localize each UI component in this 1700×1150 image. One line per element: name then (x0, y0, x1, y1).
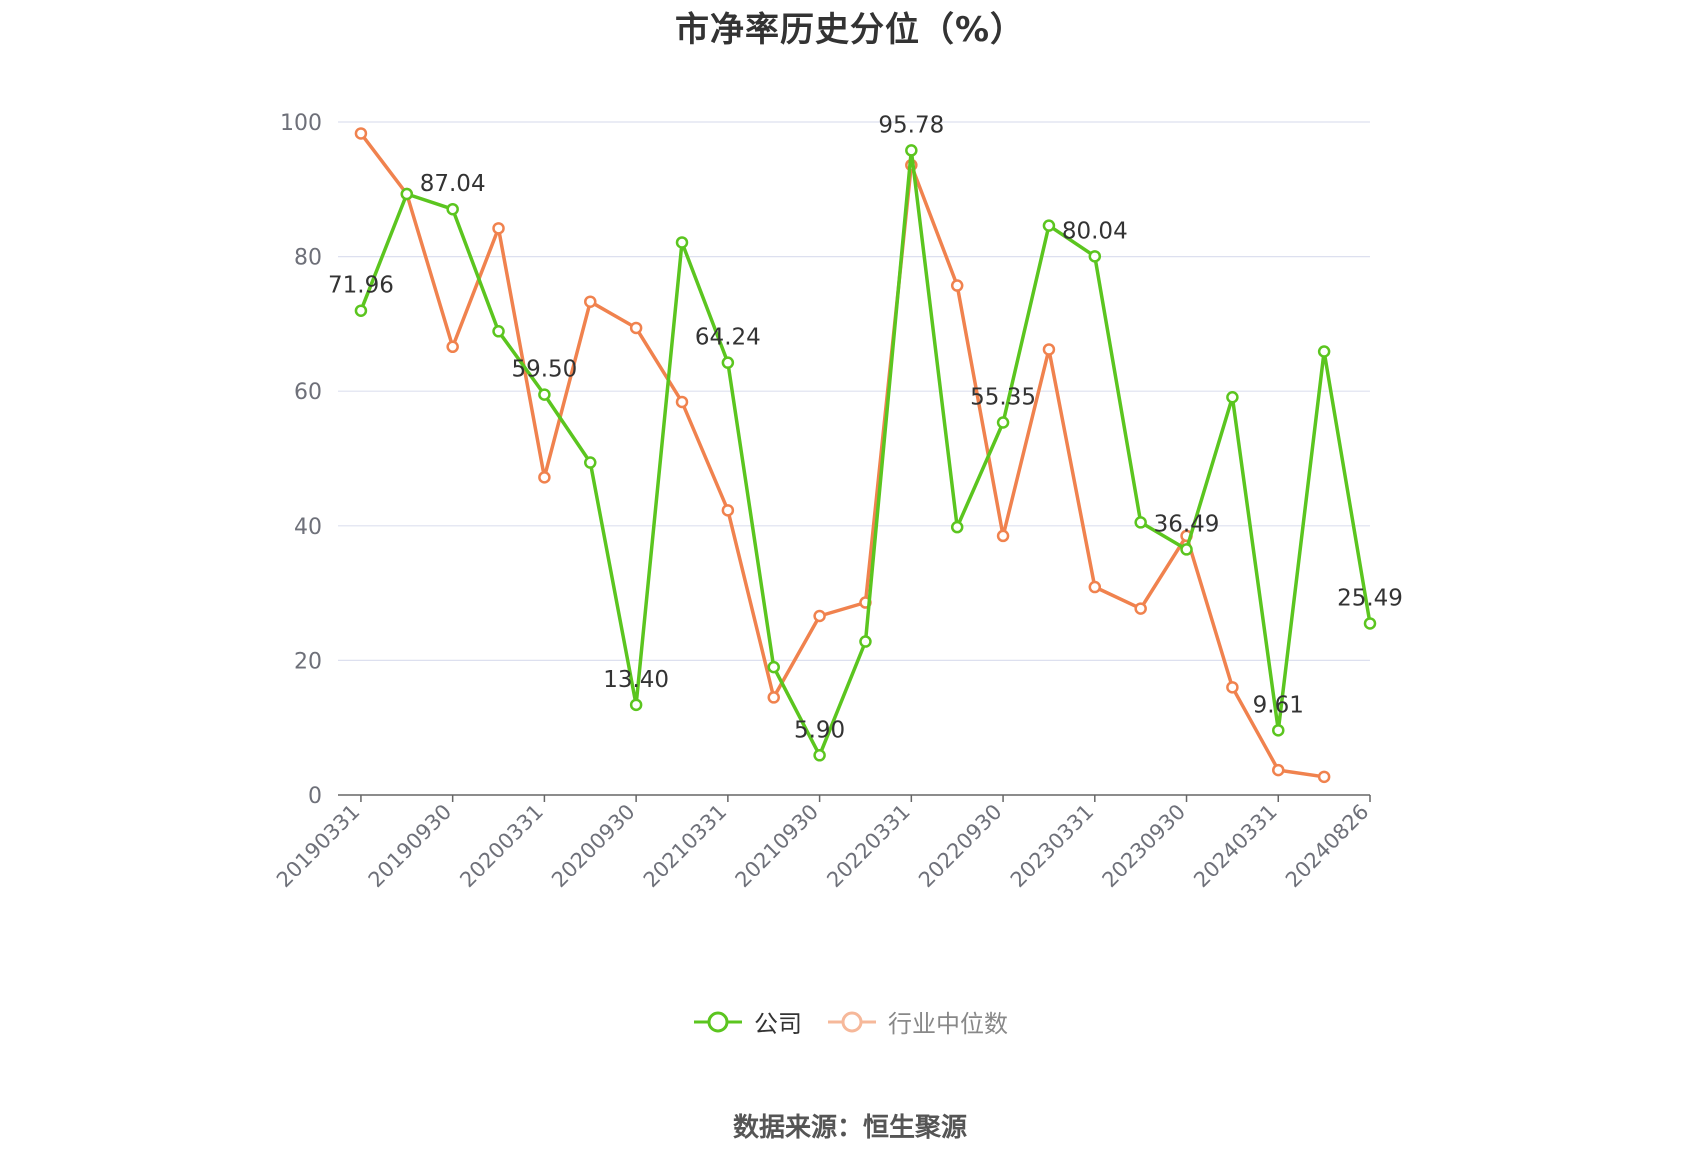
legend-item-industry[interactable]: 行业中位数 (826, 1004, 1008, 1039)
series-line (359, 132, 1325, 779)
data-label: 59.50 (511, 357, 577, 383)
data-point (1134, 602, 1147, 615)
data-point (446, 202, 459, 216)
data-point (1042, 219, 1056, 232)
legend-label-company: 公司 (754, 1010, 802, 1038)
data-point (1272, 763, 1285, 777)
source-note: 数据来源：恒生聚源 (732, 1113, 967, 1143)
data-point (675, 236, 689, 249)
x-tick-label: 20220930 (914, 800, 1007, 893)
data-label: 80.04 (1062, 218, 1128, 244)
data-label: 64.24 (695, 325, 761, 351)
x-tick-label: 20230331 (1006, 800, 1099, 893)
data-point (721, 504, 735, 517)
x-tick-label: 20230930 (1098, 800, 1191, 893)
data-point (950, 520, 964, 534)
data-point (629, 698, 643, 712)
x-tick-label: 20200930 (547, 800, 640, 893)
series-line (359, 148, 1372, 758)
y-tick-label: 100 (280, 111, 322, 136)
legend: 公司 行业中位数 (0, 1004, 1700, 1039)
data-point (584, 295, 597, 308)
data-point (905, 144, 918, 157)
data-point (629, 321, 643, 335)
y-tick-label: 0 (308, 784, 322, 809)
legend-company-marker-icon (694, 1011, 742, 1032)
data-point (1317, 345, 1331, 358)
data-point (1226, 681, 1239, 694)
data-point (354, 304, 368, 317)
data-point (996, 416, 1010, 429)
data-point (721, 356, 735, 369)
y-tick-label: 60 (294, 380, 322, 405)
data-point (538, 388, 551, 401)
x-tick-label: 20240826 (1281, 800, 1374, 893)
data-point (584, 456, 597, 469)
data-label: 71.96 (328, 273, 394, 299)
data-label: 13.40 (603, 667, 669, 693)
data-point (675, 395, 689, 409)
data-label: 95.78 (878, 112, 944, 138)
data-point (813, 749, 826, 762)
data-point (492, 325, 505, 338)
data-point (354, 127, 368, 140)
x-tick-label: 20200331 (455, 800, 548, 893)
data-label: 25.49 (1337, 585, 1403, 611)
data-point (859, 635, 872, 648)
x-tick-label: 20210331 (639, 800, 732, 893)
data-point (492, 222, 505, 235)
series-industry (354, 127, 1331, 784)
data-point (1272, 724, 1285, 737)
x-tick-label: 20240331 (1189, 800, 1282, 893)
data-point (538, 471, 551, 484)
chart-title: 市净率历史分位（%） (674, 10, 1026, 50)
data-label: 87.04 (420, 171, 486, 197)
y-tick-label: 20 (294, 649, 322, 674)
data-point (1317, 770, 1331, 784)
x-tick-label: 20220331 (822, 800, 915, 893)
data-point (1226, 391, 1239, 404)
data-point (996, 529, 1010, 543)
x-tick-label: 20190930 (364, 800, 457, 893)
data-point (1088, 250, 1102, 263)
data-point (1088, 580, 1102, 594)
data-point (767, 660, 780, 674)
legend-item-company[interactable]: 公司 (692, 1004, 802, 1039)
data-point (767, 691, 780, 704)
legend-label-industry: 行业中位数 (888, 1010, 1008, 1038)
data-point (400, 187, 414, 201)
data-point (1042, 343, 1056, 356)
data-point (950, 279, 964, 292)
y-tick-label: 40 (294, 515, 322, 540)
data-label: 55.35 (970, 384, 1036, 410)
series-company (354, 144, 1377, 762)
data-point (1134, 516, 1147, 529)
data-label: 5.90 (794, 717, 845, 743)
data-label: 9.61 (1253, 692, 1304, 718)
data-label: 36.49 (1154, 511, 1220, 537)
data-point (1180, 543, 1193, 556)
x-tick-label: 20190331 (272, 800, 365, 893)
data-point (1363, 617, 1377, 630)
legend-industry-marker-icon (828, 1011, 876, 1032)
y-tick-label: 80 (294, 246, 322, 271)
x-tick-label: 20210930 (731, 800, 824, 893)
data-point (446, 340, 459, 354)
data-point (813, 609, 826, 623)
